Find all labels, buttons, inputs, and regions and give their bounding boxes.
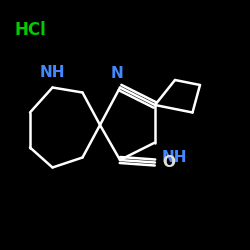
Text: N: N	[111, 66, 124, 81]
Text: O: O	[162, 155, 175, 170]
Text: NH: NH	[161, 150, 187, 165]
Text: HCl: HCl	[14, 21, 46, 39]
Text: NH: NH	[40, 65, 65, 80]
